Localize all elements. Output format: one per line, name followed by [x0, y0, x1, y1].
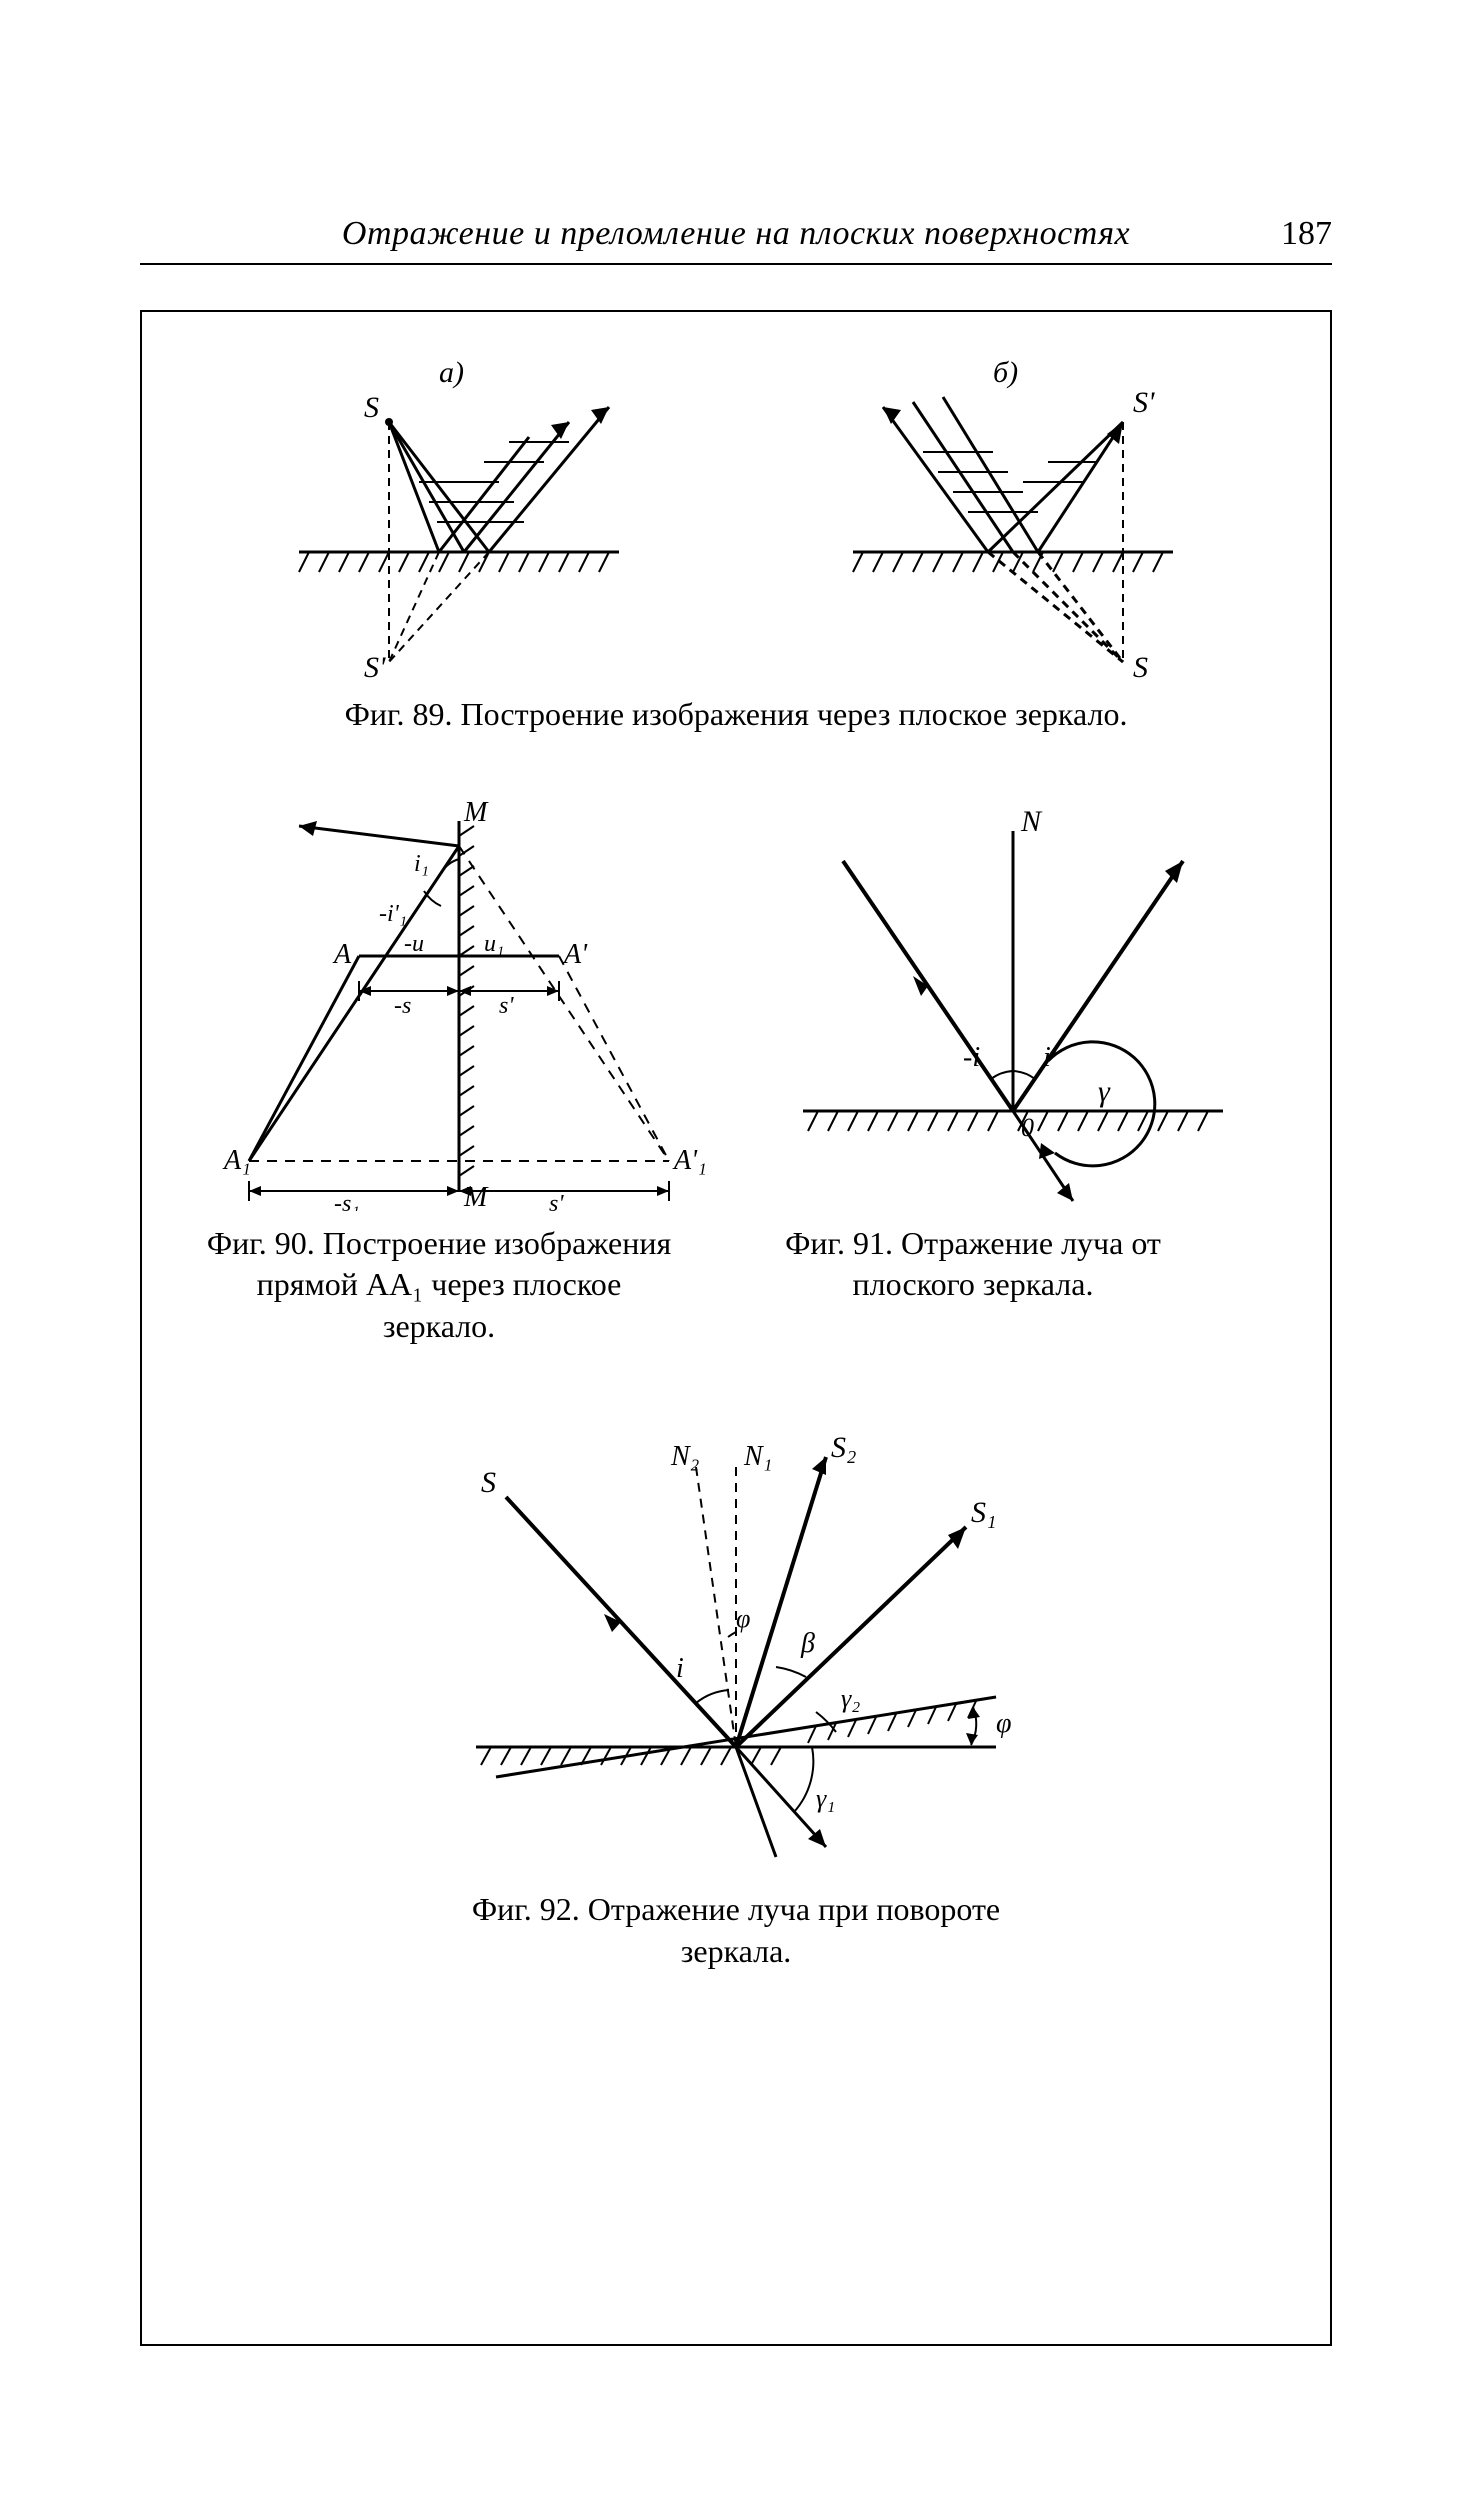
- fig92-N1: N₁: [743, 1441, 772, 1472]
- fig92-S2: S₂: [831, 1431, 856, 1464]
- fig89a: а): [269, 352, 649, 682]
- fig90-Mtop: M: [463, 797, 489, 828]
- fig90-ms: -s: [394, 993, 411, 1019]
- fig92-S1: S₁: [971, 1496, 996, 1529]
- fig92-i: i: [676, 1653, 684, 1684]
- fig92-gamma2: γ₂: [841, 1684, 860, 1713]
- fig92-gamma1: γ₁: [816, 1784, 835, 1813]
- fig89a-S: S: [364, 391, 379, 424]
- fig92-phi: φ: [736, 1604, 750, 1633]
- fig92-row: φ N₁ N₂ S S₁: [182, 1407, 1290, 1972]
- fig91-caption: Фиг. 91. Отражение луча от плоского зерк…: [753, 1223, 1193, 1306]
- fig90-A: A: [332, 939, 352, 970]
- fig90-A1p: A'₁: [672, 1145, 707, 1176]
- fig89-caption: Фиг. 89. Построение изображения через пл…: [182, 694, 1290, 736]
- fig89b-S: S: [1133, 651, 1148, 682]
- fig90-i1: i₁: [414, 851, 429, 877]
- fig90: M M A A' -u u₁ -s: [199, 791, 719, 1348]
- fig90-91-row: M M A A' -u u₁ -s: [182, 791, 1290, 1348]
- fig90-mu: -u: [404, 931, 424, 957]
- fig92-caption: Фиг. 92. Отражение луча при повороте зер…: [456, 1889, 1016, 1972]
- fig92-beta: β: [800, 1628, 815, 1659]
- fig89a-Sp: S': [364, 651, 386, 682]
- fig90-Mbot: M: [463, 1182, 489, 1211]
- fig90-sp1: s': [549, 1191, 564, 1211]
- figure-plate: а): [140, 310, 1332, 2346]
- fig91-mi: -i: [963, 1042, 980, 1073]
- fig91-gamma: γ: [1098, 1075, 1111, 1108]
- fig89b-Sp: S': [1133, 386, 1155, 419]
- fig90-A1: A₁: [222, 1145, 251, 1176]
- running-title: Отражение и преломление на плоских повер…: [220, 215, 1252, 253]
- fig90-u1: u₁: [484, 931, 504, 957]
- fig90-sp: s': [499, 993, 514, 1019]
- fig89-row: а): [182, 352, 1290, 682]
- fig89a-label: а): [439, 356, 464, 389]
- fig90-caption: Фиг. 90. Построение изображения прямой A…: [199, 1223, 679, 1348]
- fig89b-label: б): [993, 356, 1018, 389]
- page: Отражение и преломление на плоских повер…: [0, 0, 1472, 2496]
- fig92-N2: N₂: [670, 1441, 700, 1472]
- fig92-S: S: [481, 1466, 496, 1499]
- fig90-Ap: A': [562, 939, 588, 970]
- fig92-phi-right: φ: [996, 1708, 1012, 1739]
- fig89b: б) S S': [823, 352, 1203, 682]
- fig90-ms1: -s₁: [334, 1191, 360, 1211]
- page-number: 187: [1252, 215, 1332, 253]
- fig90-mi1: -i'₁: [379, 901, 407, 927]
- fig91: N 0 -i i': [753, 791, 1273, 1306]
- fig92: φ N₁ N₂ S S₁: [386, 1407, 1086, 1972]
- fig91-N: N: [1020, 805, 1043, 838]
- running-head: Отражение и преломление на плоских повер…: [140, 215, 1332, 265]
